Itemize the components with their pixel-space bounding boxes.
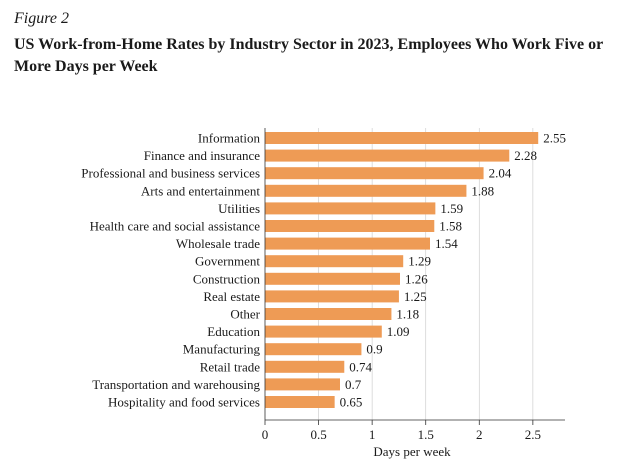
bar <box>265 167 484 180</box>
bar <box>265 290 399 303</box>
x-axis-label: Days per week <box>373 444 451 459</box>
value-label: 1.26 <box>405 271 428 286</box>
chart-title: US Work-from-Home Rates by Industry Sect… <box>14 36 603 75</box>
x-tick-label: 2 <box>476 427 483 442</box>
axes <box>264 128 565 421</box>
bar <box>265 220 435 232</box>
value-label: 0.74 <box>349 359 372 374</box>
bar <box>265 272 400 285</box>
value-label: 1.18 <box>396 307 419 322</box>
x-tick-label: 1 <box>369 427 376 442</box>
category-label: Professional and business services <box>81 166 260 181</box>
bar <box>265 255 404 268</box>
bar <box>265 378 340 391</box>
category-label: Health care and social assistance <box>90 219 261 234</box>
category-label: Other <box>230 307 260 322</box>
bar <box>265 237 430 250</box>
value-label: 2.28 <box>514 148 537 163</box>
value-label: 1.58 <box>439 219 462 234</box>
bar <box>265 308 392 320</box>
bars <box>265 132 539 408</box>
value-label: 1.59 <box>440 201 463 216</box>
category-label: Real estate <box>203 289 260 304</box>
category-label: Manufacturing <box>183 342 261 357</box>
value-label: 1.29 <box>408 254 431 269</box>
category-label: Education <box>207 324 260 339</box>
bar <box>265 325 382 338</box>
bar <box>265 149 510 162</box>
value-label: 0.9 <box>366 342 382 357</box>
x-tick-label: 1.5 <box>418 427 434 442</box>
x-tick-label: 0 <box>262 427 269 442</box>
value-label: 0.65 <box>340 395 363 410</box>
bar <box>265 184 467 197</box>
category-label: Utilities <box>218 201 260 216</box>
bar <box>265 396 335 408</box>
value-label: 1.09 <box>387 324 410 339</box>
category-label: Arts and entertainment <box>141 183 261 198</box>
category-label: Construction <box>193 271 261 286</box>
value-label: 1.54 <box>435 236 458 251</box>
x-tick-label: 2.5 <box>525 427 541 442</box>
value-label: 2.55 <box>543 131 566 146</box>
bar <box>265 343 362 356</box>
value-label: 2.04 <box>489 166 512 181</box>
bar <box>265 202 436 215</box>
bar <box>265 132 539 144</box>
figure-label: Figure 2 <box>14 10 69 27</box>
labels: 0 0.5 1 1.5 2 2.5 Information 2.55 Finance and i… <box>81 131 566 443</box>
category-label: Wholesale trade <box>176 236 260 251</box>
value-label: 1.25 <box>404 289 427 304</box>
category-label: Finance and insurance <box>144 148 260 163</box>
category-label: Government <box>195 254 260 269</box>
value-label: 1.88 <box>471 183 494 198</box>
category-label: Information <box>198 131 261 146</box>
category-label: Transportation and warehousing <box>92 377 260 392</box>
value-label: 0.7 <box>345 377 362 392</box>
category-label: Hospitality and food services <box>108 395 260 410</box>
x-tick-label: 0.5 <box>310 427 326 442</box>
category-label: Retail trade <box>200 359 261 374</box>
bar <box>265 360 345 373</box>
